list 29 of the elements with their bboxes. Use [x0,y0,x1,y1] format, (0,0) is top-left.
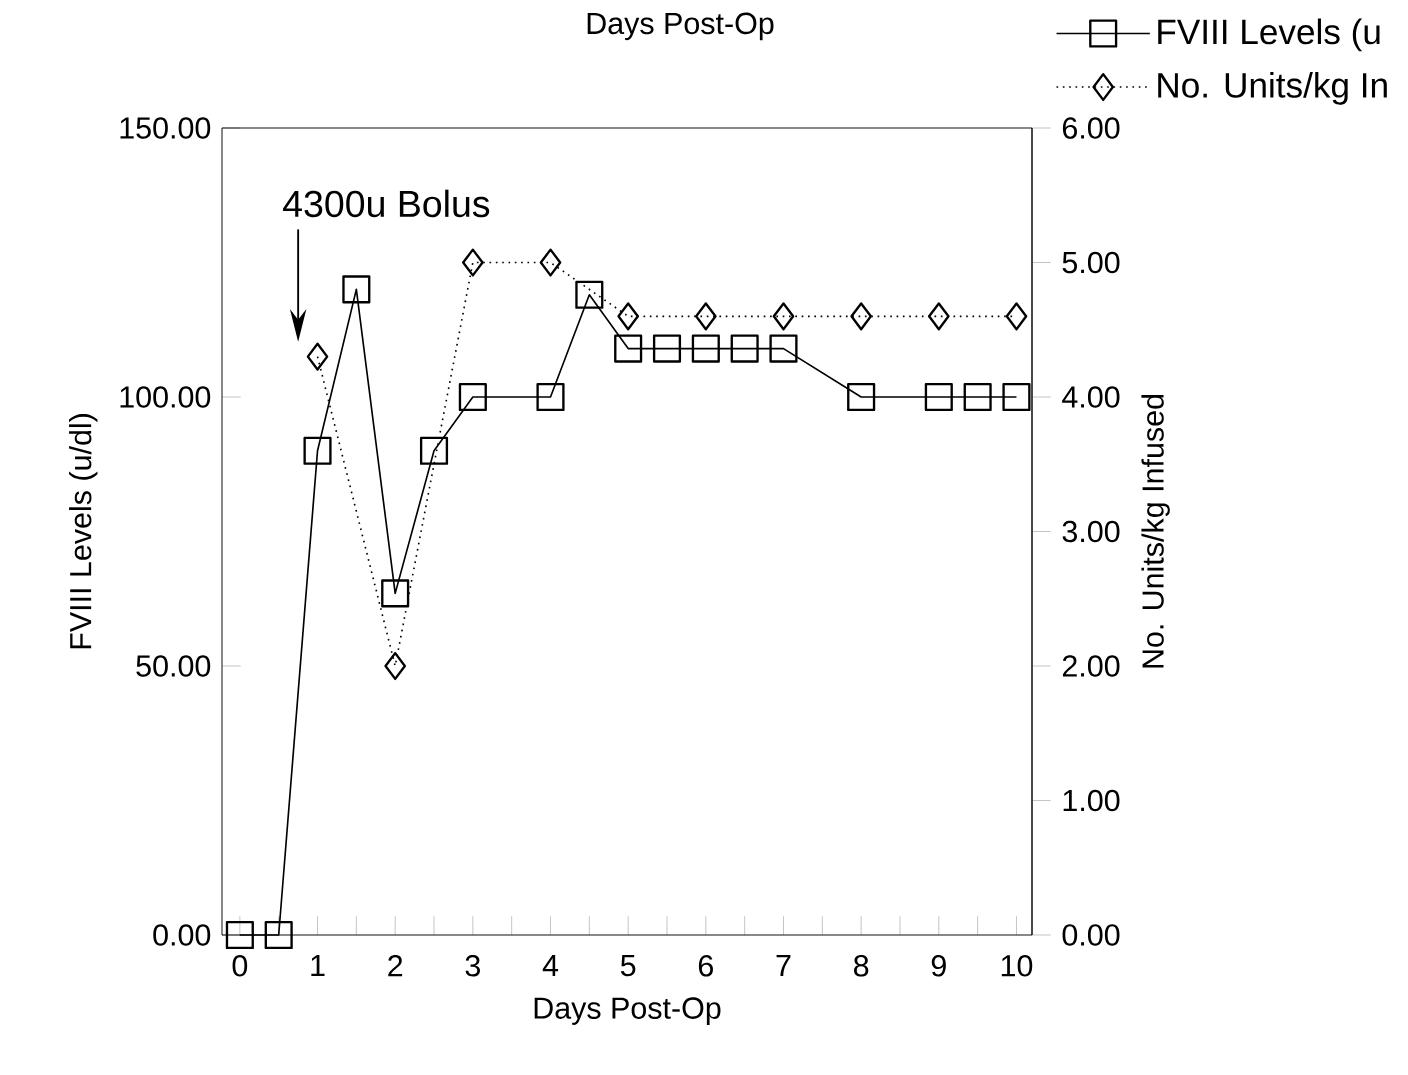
legend-label: No. Units/kg In [1158,71,1387,105]
x-tick-label: 1 [311,955,325,976]
legend-label: FVIII Levels (u [1158,18,1380,52]
x-tick-label: 6 [698,954,713,977]
y2-tick-label: 3.00 [1062,520,1120,543]
y2-tick-label: 0.00 [1062,924,1120,946]
x-tick-label: 9 [931,954,946,977]
x-tick-label: 3 [465,954,480,977]
y-tick-label: 100.00 [120,386,211,408]
x-tick-label: 2 [388,954,403,977]
x-tick-label: 4 [542,955,559,976]
x-tick-label: 10 [1001,954,1033,977]
y-tick-label: 150.00 [120,117,211,139]
y2-tick-label: 4.00 [1062,386,1120,408]
text: Days Post-Op [587,12,774,41]
y-tick-label: 50.00 [136,655,211,677]
x-tick-label: 0 [232,954,248,977]
y2-tick-label: 1.00 [1063,789,1120,812]
x-axis-title: Days Post-Op [534,997,721,1025]
y2-tick-label: 2.00 [1062,655,1120,677]
x-tick-label: 8 [854,954,869,977]
x-tick-label: 7 [776,955,791,976]
y-tick-label: 0.00 [153,924,211,946]
y2-axis-title: No. Units/kg Infused [1141,394,1170,668]
x-tick-label: 5 [620,955,636,977]
y2-tick-label: 6.00 [1062,117,1120,139]
y-axis-title: FVIII Levels (u/dl) [69,414,98,649]
y2-tick-label: 5.00 [1062,251,1120,274]
annotation: 4300u Bolus [283,189,490,218]
